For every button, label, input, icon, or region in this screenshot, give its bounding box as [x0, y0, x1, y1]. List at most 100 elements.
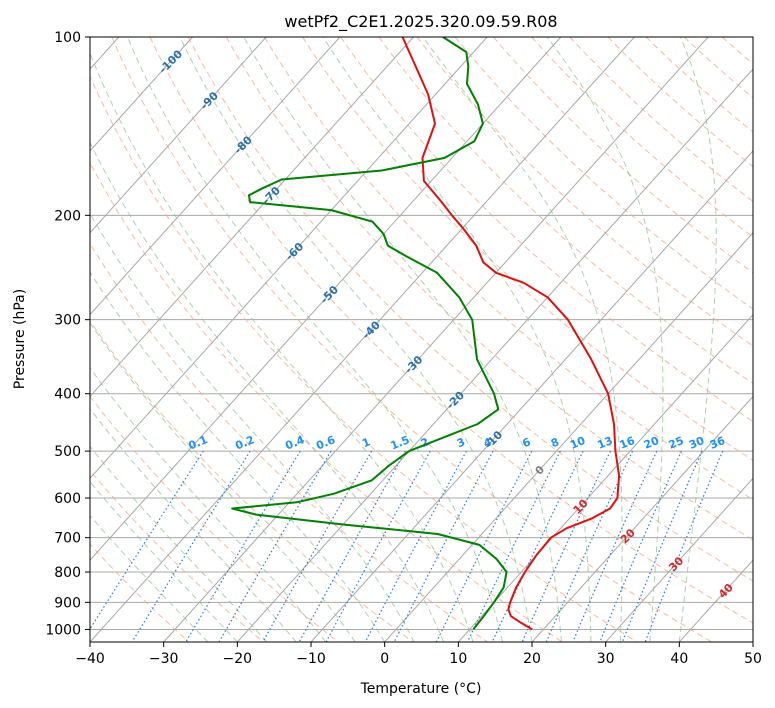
y-tick-label: 100: [54, 30, 81, 46]
dry-adiabat: [90, 543, 190, 642]
mixing-ratio-label: 0.2: [233, 433, 256, 452]
mixing-ratio-line: [521, 450, 611, 642]
dry-adiabat: [531, 37, 753, 238]
isotherm-line: [236, 68, 753, 642]
moist-adiabat: [90, 445, 268, 642]
moist-adiabat: [90, 367, 327, 642]
moist-adiabat: [90, 51, 474, 642]
mixing-ratio-label: 2: [419, 435, 431, 450]
x-tick-label: 0: [380, 651, 389, 667]
y-tick-label: 600: [54, 491, 81, 507]
mixing-ratio-line: [131, 450, 251, 642]
y-tick-label: 400: [54, 387, 81, 403]
mixing-ratio-line: [185, 450, 301, 642]
y-axis-ticks: 100 200 300 400 500 600 700 800 900 1000: [45, 30, 90, 638]
x-axis-label: Temperature (°C): [360, 681, 482, 697]
dry-adiabat: [569, 37, 753, 203]
isotherm-line: [163, 37, 709, 642]
y-tick-label: 1000: [45, 622, 81, 638]
mixing-ratio-label: 16: [618, 434, 637, 452]
x-tick-label: −40: [75, 651, 105, 667]
y-axis-label: Pressure (hPa): [12, 289, 28, 389]
x-tick-label: 40: [670, 651, 688, 667]
mixing-ratio-label: 6: [521, 435, 533, 450]
mixing-ratio-label: 10: [568, 434, 587, 452]
dry-adiabat: [90, 395, 339, 642]
moist-adiabat: [126, 37, 503, 642]
moist-adiabat: [422, 37, 623, 642]
mixing-ratio-line: [621, 450, 703, 642]
mixing-ratio-label: 3: [455, 435, 467, 450]
dry-adiabat: [340, 37, 753, 423]
dry-adiabat: [607, 37, 753, 168]
isotherm-line: [90, 37, 267, 234]
isotherm-line: [90, 37, 488, 480]
moist-adiabat: [90, 322, 356, 642]
dry-adiabat: [454, 37, 753, 310]
y-tick-label: 500: [54, 444, 81, 460]
dry-adiabat: [493, 37, 753, 274]
x-tick-label: −10: [296, 651, 326, 667]
line-labels: 0.1 0.2 0.4 0.6 1 1.5 2 3 4 6 8 10 13 16 20 25 30 36-100-…: [156, 47, 736, 601]
dry-adiabat: [264, 37, 753, 501]
mixing-ratio-label: 1: [360, 435, 372, 450]
y-tick-label: 800: [54, 565, 81, 581]
background-lines: [90, 37, 753, 642]
isotherm-line: [531, 395, 753, 642]
y-tick-label: 900: [54, 595, 81, 611]
mixing-ratio-line: [466, 450, 561, 642]
dry-adiabat: [225, 37, 753, 541]
x-tick-label: −20: [223, 651, 253, 667]
dry-adiabat: [187, 37, 753, 582]
mixing-ratio-line: [298, 450, 406, 642]
temperature-profile: [401, 37, 621, 631]
dry-adiabat: [683, 37, 753, 99]
mixing-ratio-line: [545, 450, 634, 642]
mixing-ratio-line: [364, 450, 467, 642]
isotherm-line: [678, 559, 753, 642]
mixing-ratio-line: [599, 450, 682, 642]
moist-adiabat: [678, 37, 717, 642]
moist-adiabat: [90, 407, 297, 642]
dry-adiabat: [90, 469, 264, 642]
chart-title: wetPf2_C2E1.2025.320.09.59.R08: [284, 12, 557, 32]
x-tick-label: −30: [149, 651, 179, 667]
dry-adiabat: [378, 37, 753, 384]
dry-adiabat: [90, 75, 638, 642]
moist-adiabat: [322, 37, 592, 642]
dry-adiabat: [90, 161, 563, 642]
dry-adiabat: [645, 37, 753, 133]
mixing-ratio-line: [218, 450, 332, 642]
moist-adiabat: [546, 37, 664, 642]
mixing-ratio-label: 1.5: [389, 433, 412, 452]
isotherm-line: [90, 37, 193, 152]
x-tick-label: 30: [597, 651, 615, 667]
dry-adiabat: [416, 37, 753, 347]
mixing-ratio-line: [262, 450, 373, 642]
isotherm-line: [605, 477, 753, 642]
mixing-ratio-label: 8: [549, 435, 561, 450]
mixing-ratio-line: [572, 450, 658, 642]
profiles: [231, 37, 621, 631]
plot-frame: [89, 36, 754, 643]
dry-adiabat: [90, 242, 488, 642]
mixing-ratio-line: [90, 450, 204, 631]
isotherm-line: [310, 150, 753, 642]
mixing-ratio-label: 30: [687, 434, 706, 452]
mixing-ratio-line: [393, 450, 494, 642]
mixing-ratio-label: 13: [596, 434, 615, 452]
dry-adiabat: [149, 37, 753, 624]
dry-adiabat: [90, 320, 414, 642]
moist-adiabat: [179, 37, 533, 642]
y-tick-label: 200: [54, 208, 81, 224]
moist-adiabat: [90, 514, 209, 642]
mixing-ratio-line: [491, 450, 584, 642]
moist-adiabat: [90, 141, 445, 642]
x-tick-label: 10: [449, 651, 467, 667]
dewpoint-profile: [231, 37, 508, 631]
mixing-ratio-line: [325, 450, 431, 642]
mixing-ratio-label: 0.6: [314, 433, 337, 452]
y-tick-label: 300: [54, 313, 81, 329]
mixing-ratio-label: 20: [642, 434, 661, 452]
isotherm-line: [90, 37, 341, 316]
